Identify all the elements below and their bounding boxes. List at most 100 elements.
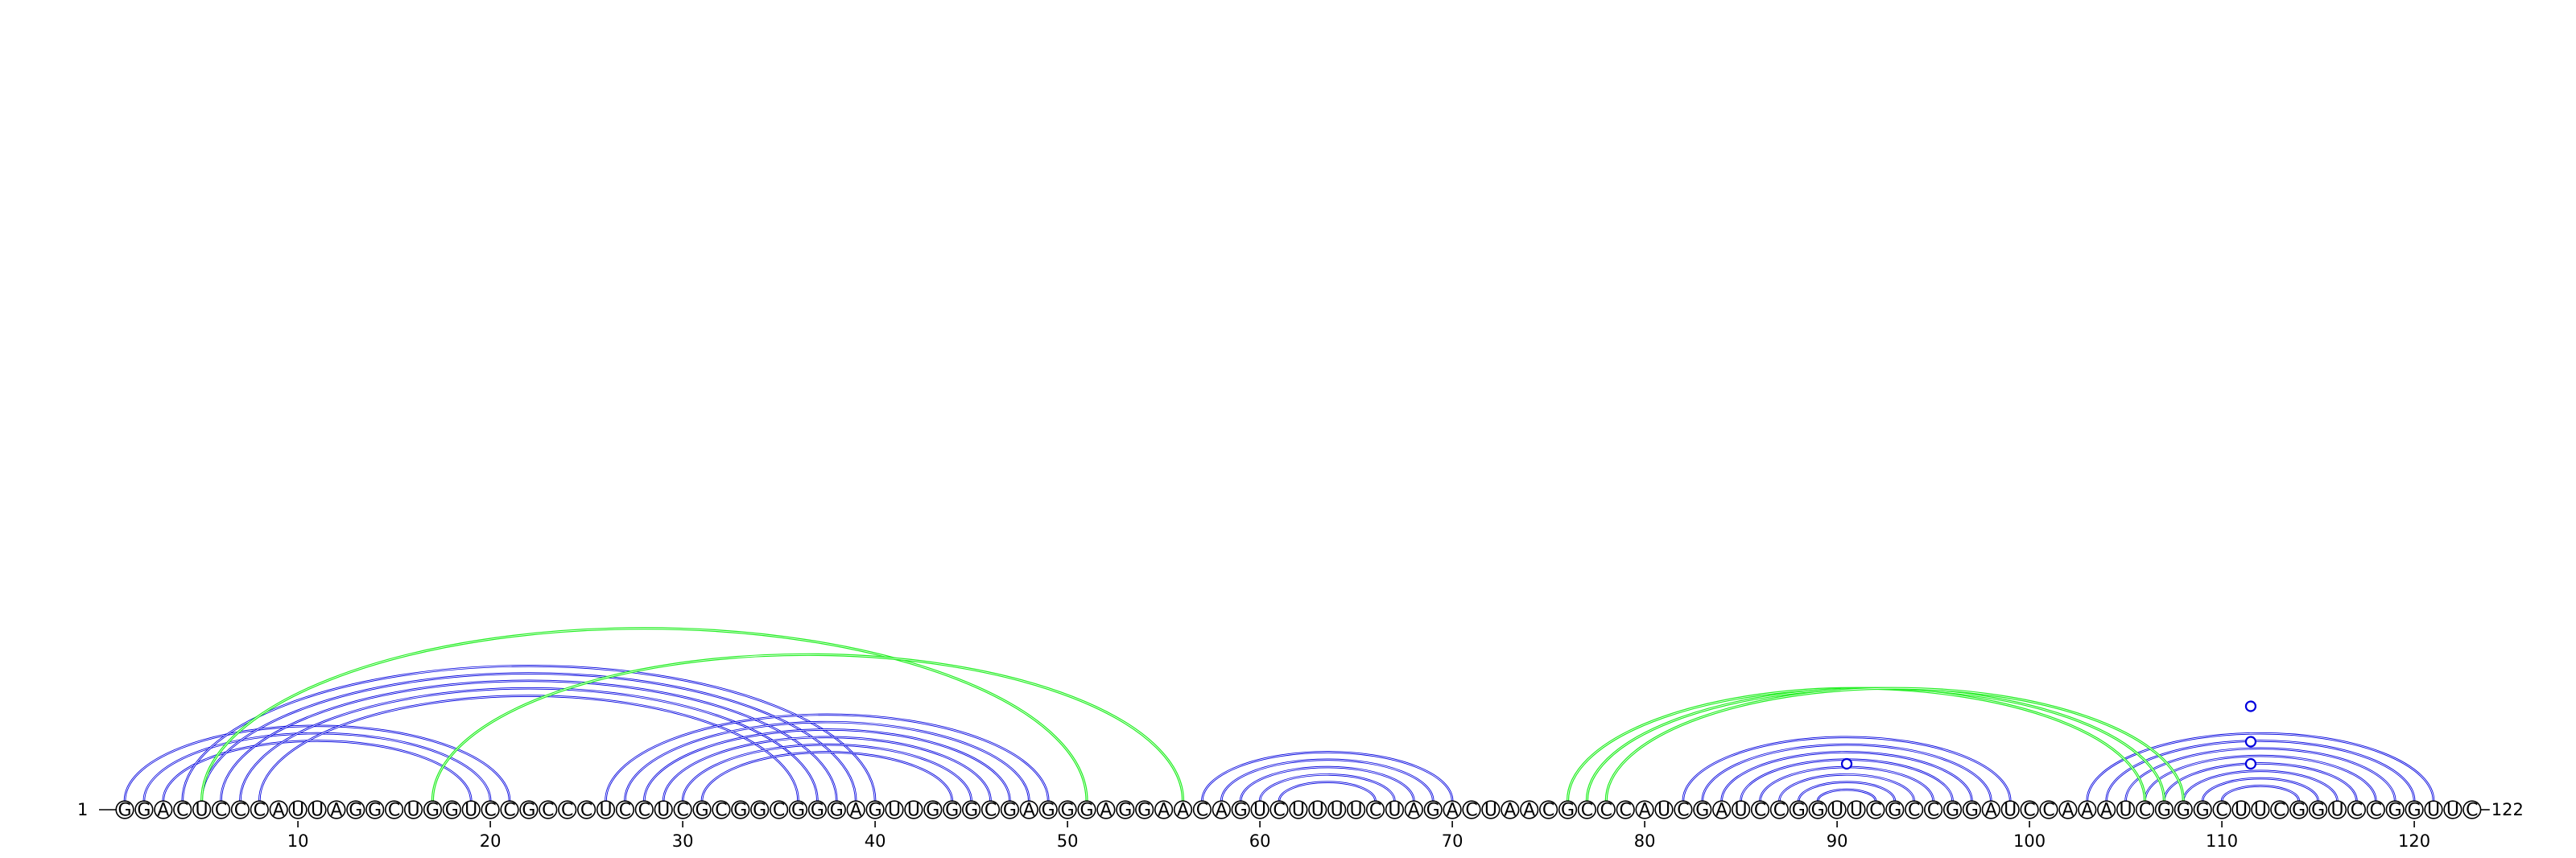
nucleotide-letter: G [1061, 801, 1075, 821]
nucleotide-75: C [1538, 800, 1558, 821]
nucleotide-circle [2154, 800, 2174, 819]
nucleotide-circle [154, 800, 173, 819]
nucleotide-letter: G [830, 801, 844, 821]
arc-pseudoknot-2-17-56 [431, 653, 1185, 802]
nucleotide-letter: C [2466, 801, 2478, 821]
arc-highlight [1817, 789, 1876, 802]
nucleotide-12: A [327, 800, 346, 821]
tick-label-80: 80 [1634, 831, 1656, 851]
nucleotide-47: G [1000, 800, 1019, 821]
nucleotide-letter: U [1657, 801, 1670, 821]
nucleotide-circle [2039, 800, 2058, 819]
nucleotide-letter: G [1946, 801, 1959, 821]
nucleotide-letter: A [850, 801, 862, 821]
nucleotide-circle [2212, 800, 2231, 819]
nucleotide-circle [346, 800, 365, 819]
arc-highlight [682, 744, 972, 802]
nucleotide-circle [2116, 800, 2136, 819]
nucleotide-letter: C [1869, 801, 1881, 821]
arc-helix-e-88-93 [1798, 781, 1897, 802]
nucleotide-109: G [2193, 800, 2212, 821]
nucleotide-45: G [961, 800, 981, 821]
nucleotide-letter: U [196, 801, 208, 821]
loop-marker-2 [2244, 757, 2257, 770]
nucleotide-29: U [654, 800, 673, 821]
nucleotide-50: G [1058, 800, 1077, 821]
nucleotide-circle [1462, 800, 1481, 819]
nucleotide-letter: C [2351, 801, 2363, 821]
nucleotide-circle [2058, 800, 2078, 819]
arc-highlight [2125, 748, 2396, 802]
nucleotide-94: C [1905, 800, 1924, 821]
nucleotide-circle [2443, 800, 2462, 819]
nucleotide-114: G [2289, 800, 2309, 821]
tick-label-90: 90 [1827, 831, 1848, 851]
nucleotide-letter: A [1408, 801, 1420, 821]
nucleotide-circle [539, 800, 558, 819]
nucleotide-90: U [1827, 800, 1847, 821]
nucleotide-36: G [788, 800, 808, 821]
nucleotide-letter: U [1735, 801, 1748, 821]
nucleotide-letter: G [368, 801, 382, 821]
nucleotide-6: C [211, 800, 231, 821]
nucleotide-letter: G [2408, 801, 2421, 821]
nucleotide-112: U [2251, 800, 2270, 821]
nucleotide-letter: A [2081, 801, 2093, 821]
nucleotide-letter: U [1350, 801, 1363, 821]
arc-helix-f-103-121 [2086, 732, 2435, 802]
nucleotide-74: A [1520, 800, 1539, 821]
nucleotide-circle [1942, 800, 1963, 819]
tick-label-40: 40 [865, 831, 886, 851]
nucleotide-letter: U [888, 801, 901, 821]
nucleotide-circle [403, 800, 423, 819]
nucleotide-letter: G [926, 801, 939, 821]
nucleotide-circle [788, 800, 808, 819]
arc-helix-e-89-92 [1816, 788, 1877, 802]
nucleotide-58: A [1212, 800, 1231, 821]
nucleotide-letter: C [715, 801, 727, 821]
tick-label-100: 100 [2013, 831, 2046, 851]
nucleotide-circle [692, 800, 712, 819]
arc-helix-f-110-114 [2220, 785, 2300, 802]
nucleotide-circle [1712, 800, 1732, 819]
nucleotide-circle [1385, 800, 1404, 819]
nucleotide-letter: C [619, 801, 631, 821]
nucleotide-letter: G [1811, 801, 1825, 821]
arc-highlight [2221, 785, 2300, 802]
nucleotide-43: G [923, 800, 943, 821]
tick-label-110: 110 [2206, 831, 2238, 851]
nucleotide-letter: G [2157, 801, 2171, 821]
nucleotide-35: C [769, 800, 789, 821]
nucleotide-100: C [2020, 800, 2039, 821]
nucleotide-62: U [1289, 800, 1308, 821]
nucleotide-letter: G [811, 801, 824, 821]
nucleotide-circle [2366, 800, 2385, 819]
nucleotide-44: G [943, 800, 962, 821]
nucleotide-circle [423, 800, 443, 819]
nucleotide-letter: C [1369, 801, 1381, 821]
arc-highlight [221, 680, 837, 802]
nucleotide-letter: G [791, 801, 805, 821]
nucleotide-letter: A [1100, 801, 1112, 821]
nucleotide-letter: C [215, 801, 227, 821]
nucleotide-circle [865, 800, 885, 819]
nucleotide-circle [846, 800, 865, 819]
nucleotide-34: G [750, 800, 770, 821]
nucleotide-circle [576, 800, 597, 819]
nucleotide-117: C [2347, 800, 2366, 821]
nucleotide-letter: G [753, 801, 766, 821]
nucleotide-121: U [2424, 800, 2443, 821]
nucleotide-circle [2231, 800, 2251, 819]
tick-label-20: 20 [480, 831, 502, 851]
nucleotide-letter: A [2100, 801, 2112, 821]
nucleotide-70: A [1443, 800, 1462, 821]
nucleotide-circle [365, 800, 385, 819]
nucleotide-circle [2135, 800, 2155, 819]
nucleotide-circle [1250, 800, 1269, 819]
nucleotide-letter: U [1388, 801, 1401, 821]
loop-marker-3 [2244, 736, 2257, 748]
nucleotide-1: G [115, 800, 134, 821]
nucleotide-letter: C [1581, 801, 1593, 821]
nucleotide-38: G [827, 800, 846, 821]
